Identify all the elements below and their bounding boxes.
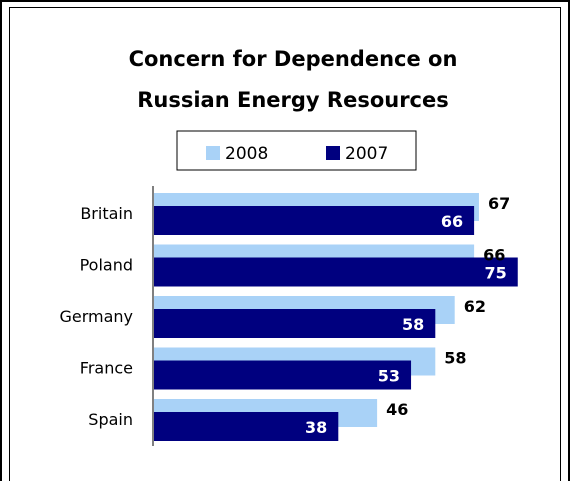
value-label-2007-germany: 58 (402, 315, 424, 334)
value-label-2008-britain: 67 (488, 194, 510, 213)
legend-label-2007: 2007 (345, 144, 388, 164)
value-label-2008-france: 58 (444, 349, 466, 368)
value-label-2007-spain: 38 (305, 418, 327, 437)
bar-2007-spain (154, 412, 339, 441)
bars-group: Britain6766Poland6675Germany6258France58… (59, 193, 518, 441)
chart-title-line-1: Concern for Dependence on (129, 47, 458, 71)
category-label-germany: Germany (59, 307, 133, 326)
category-label-poland: Poland (80, 256, 133, 275)
value-label-2008-germany: 62 (464, 297, 486, 316)
legend: 2008 2007 (176, 130, 417, 171)
value-label-2007-france: 53 (378, 367, 400, 386)
bar-2007-france (154, 360, 412, 390)
legend-label-2008: 2008 (225, 144, 268, 164)
value-label-2007-poland: 75 (484, 264, 506, 283)
legend-swatch-2008 (206, 146, 220, 160)
category-label-britain: Britain (80, 204, 133, 223)
chart-panel (9, 7, 561, 481)
value-label-2008-poland: 66 (483, 246, 505, 265)
legend-swatch-2007 (326, 146, 340, 160)
value-label-2007-britain: 66 (441, 212, 463, 231)
bar-2007-poland (154, 257, 518, 287)
value-label-2008-spain: 46 (386, 400, 408, 419)
bar-2007-britain (154, 206, 475, 235)
category-label-france: France (80, 359, 133, 378)
chart-title-line-2: Russian Energy Resources (137, 88, 449, 112)
category-label-spain: Spain (88, 410, 133, 429)
bar-2007-germany (154, 309, 436, 338)
